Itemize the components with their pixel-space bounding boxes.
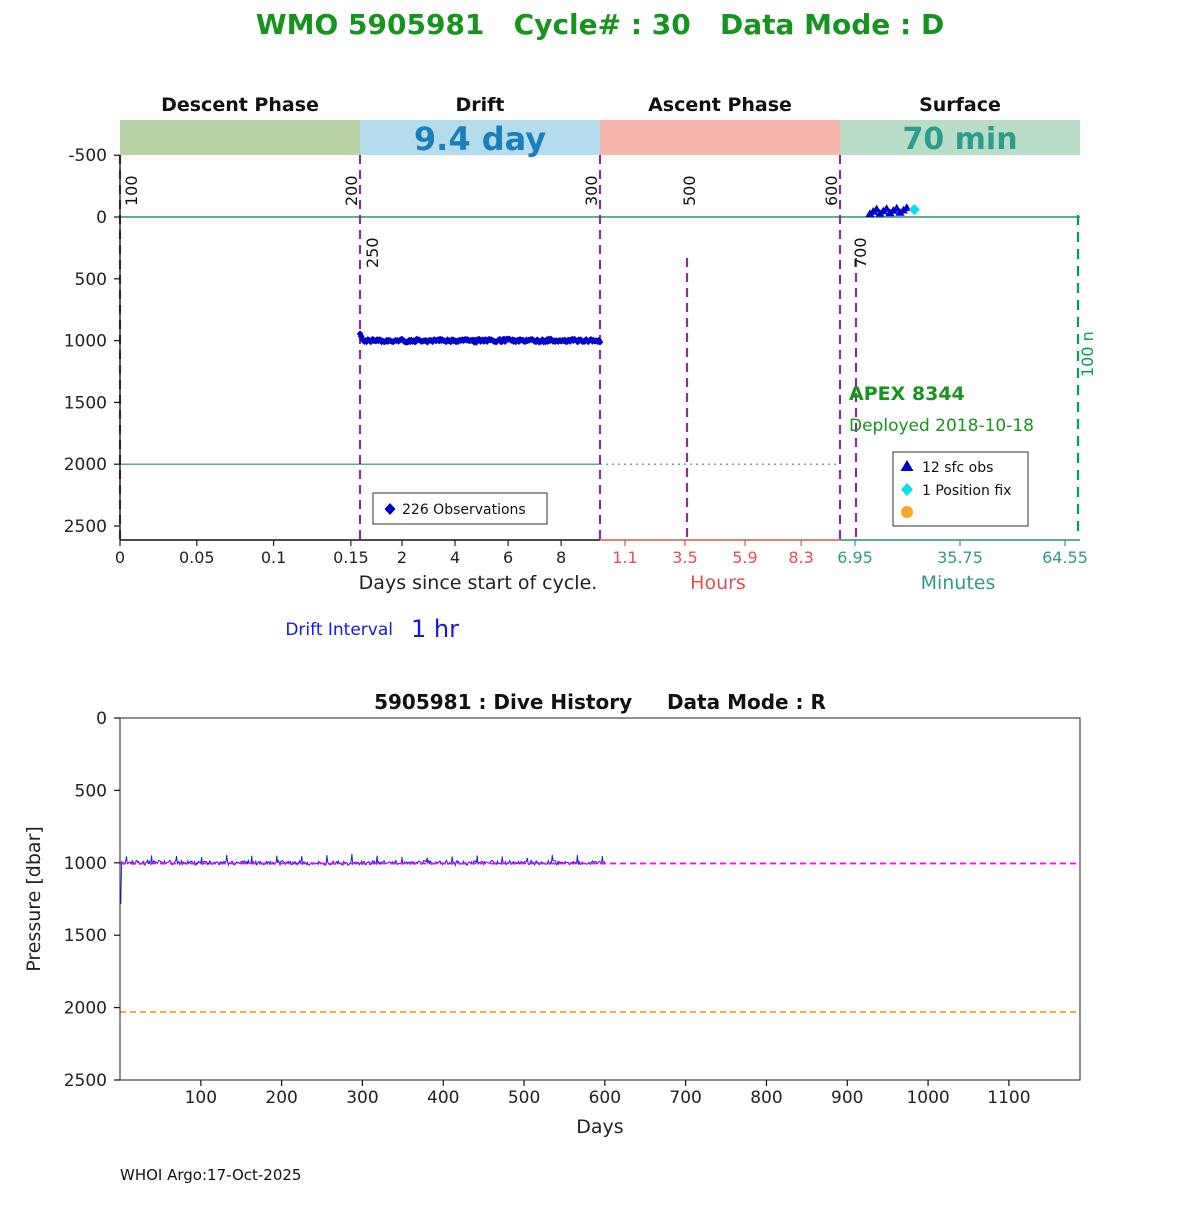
phase-band: [600, 120, 840, 155]
y-tick-label: 2000: [64, 999, 107, 1019]
surface-observations: [865, 203, 912, 218]
x-tick-label: 1.1: [612, 548, 637, 567]
x-tick-label: 1100: [987, 1088, 1030, 1108]
x-tick-label: 0.05: [179, 548, 215, 567]
observation-series: [356, 203, 920, 346]
phase-bands: [120, 120, 1080, 155]
x-tick-label: 35.75: [937, 548, 983, 567]
drift-observations: [356, 330, 604, 346]
x-tick-label: 200: [265, 1088, 297, 1108]
y-tick-label: 500: [75, 781, 107, 801]
x-tick-label: 0.15: [333, 548, 369, 567]
profile-marker-label: 100 n: [1078, 331, 1097, 377]
y-tick-label: 1000: [64, 854, 107, 874]
profile-marker-label: 200: [342, 175, 361, 206]
profile-marker-label: 600: [822, 175, 841, 206]
observations-legend: 226 Observations: [372, 492, 548, 525]
x-tick-label: 8: [556, 548, 566, 567]
x-tick-label: 1000: [906, 1088, 949, 1108]
drift-duration-text: 9.4 day: [414, 120, 546, 158]
x-tick-label: 700: [669, 1088, 701, 1108]
minutes-axis-label: Minutes: [921, 572, 996, 594]
x-tick-label: 900: [831, 1088, 863, 1108]
sfc-obs-legend-label: 12 sfc obs: [922, 460, 993, 476]
x-tick-label: 4: [450, 548, 460, 567]
legend-frame: [372, 492, 548, 525]
x-tick-label: 100: [185, 1088, 217, 1108]
profile-marker-label: 100: [122, 175, 141, 206]
diamond-icon: [384, 503, 396, 515]
days-axis-label-bottom: Days: [576, 1116, 623, 1138]
y-tick-label: 0: [96, 208, 107, 228]
plot-box: [119, 717, 1081, 1081]
phase-label-drift: Drift: [455, 94, 504, 116]
y-tick-label: 1000: [64, 332, 107, 352]
profile-marker-label: 500: [680, 175, 699, 206]
x-tick-label: 6: [503, 548, 513, 567]
drift-interval-value: 1 hr: [411, 615, 459, 643]
x-tick-label: 64.55: [1042, 548, 1088, 567]
phase-band: [360, 120, 600, 155]
float-model-label: APEX 8344: [849, 383, 965, 405]
dive-history-chart: 5905981 : Dive History Data Mode : R 0 50…: [23, 690, 1081, 1138]
observations-legend-label: 226 Observations: [402, 502, 526, 518]
top-axes: -500 0 500 1000 1500 2000 2500 0 0.05 0.1 0.15 2 4 6 8…: [64, 146, 1088, 567]
x-tick-label: 600: [589, 1088, 621, 1108]
x-tick-label: 800: [750, 1088, 782, 1108]
x-tick-label: 2: [397, 548, 407, 567]
x-tick-label: 3.5: [672, 548, 697, 567]
surface-legend: 12 sfc obs 1 Position fix: [892, 451, 1029, 527]
phase-label-surface: Surface: [919, 94, 1001, 116]
legend-frame: [892, 451, 1029, 527]
y-tick-label: 2500: [64, 517, 107, 537]
drift-interval-label: Drift Interval: [285, 620, 393, 640]
y-tick-label: 2000: [64, 455, 107, 475]
hours-axis-label: Hours: [690, 572, 746, 594]
x-tick-label: 500: [508, 1088, 540, 1108]
x-tick-label: 6.95: [837, 548, 873, 567]
bottom-axes: 0 500 1000 1500 2000 2500 100 200 300 400 500 600 70…: [64, 709, 1081, 1108]
position-fix-legend-label: 1 Position fix: [922, 483, 1011, 499]
days-axis-label: Days since start of cycle.: [359, 572, 598, 594]
phase-label-descent: Descent Phase: [161, 94, 319, 116]
phase-band: [120, 120, 360, 155]
surface-duration-text: 70 min: [902, 122, 1017, 157]
deployed-date-label: Deployed 2018-10-18: [849, 416, 1034, 436]
dive-history-title: 5905981 : Dive History Data Mode : R: [374, 690, 826, 714]
profile-marker-label: 250: [363, 237, 382, 268]
profile-marker-label: 700: [851, 237, 870, 268]
cycle-timing-chart: Descent Phase Drift Ascent Phase Surface…: [64, 94, 1097, 643]
x-tick-label: 0.1: [261, 548, 286, 567]
phase-band: [840, 120, 1080, 155]
y-tick-label: 1500: [64, 926, 107, 946]
y-tick-label: 1500: [64, 393, 107, 413]
phase-label-ascent: Ascent Phase: [648, 94, 792, 116]
x-tick-label: 400: [427, 1088, 459, 1108]
x-tick-label: 8.3: [788, 548, 813, 567]
x-tick-label: 0: [115, 548, 125, 567]
x-tick-label: 300: [346, 1088, 378, 1108]
position-fix: [908, 204, 920, 216]
x-tick-label: 5.9: [732, 548, 757, 567]
page-title: WMO 5905981 Cycle# : 30 Data Mode : D: [256, 8, 945, 41]
y-tick-label: 2500: [64, 1071, 107, 1091]
y-tick-label: 500: [75, 270, 107, 290]
pressure-axis-label: Pressure [dbar]: [23, 826, 45, 972]
credit-text: WHOI Argo:17-Oct-2025: [120, 1166, 301, 1184]
circle-icon: [901, 506, 913, 518]
y-tick-label: 0: [96, 709, 107, 729]
diamond-icon: [901, 483, 913, 496]
y-tick-label: -500: [68, 146, 107, 166]
bottom-reference-lines: [120, 862, 1080, 1013]
triangle-icon: [900, 460, 914, 471]
profile-marker-label: 300: [582, 175, 601, 206]
